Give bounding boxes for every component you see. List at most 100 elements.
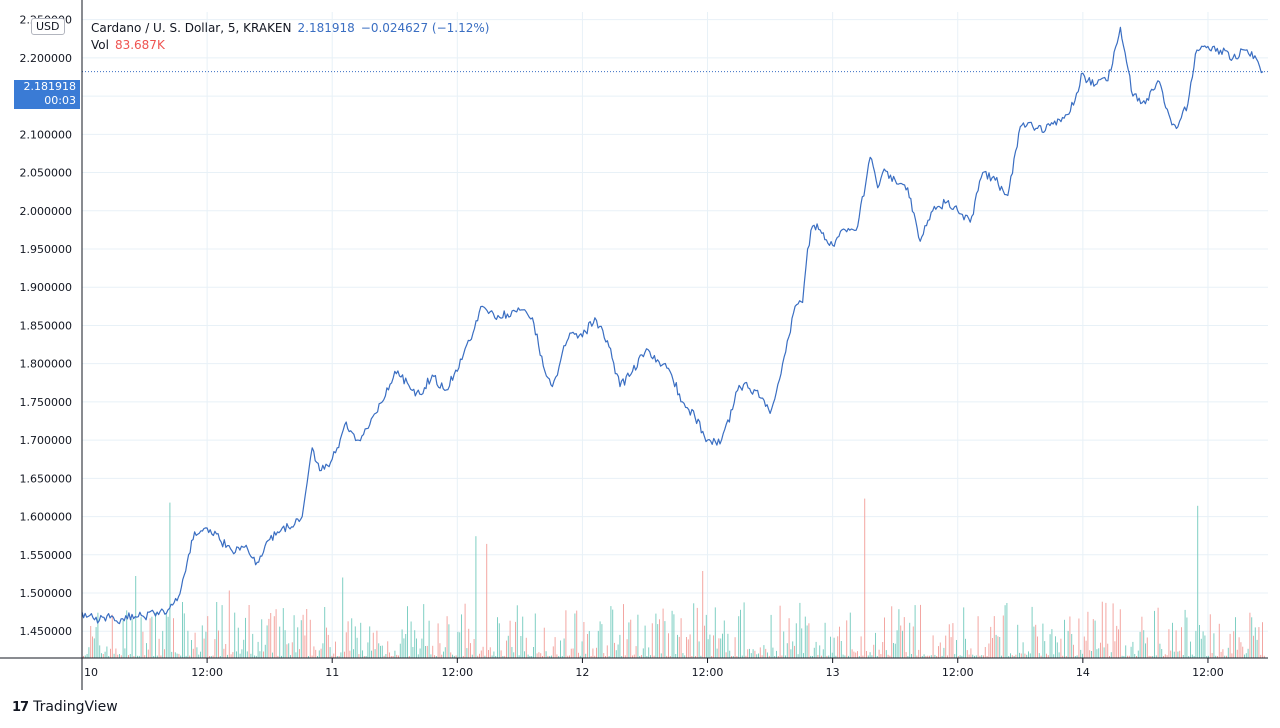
volume-bar	[925, 656, 927, 658]
volume-bar	[839, 626, 840, 658]
volume-bar	[335, 641, 336, 658]
currency-button[interactable]: USD	[31, 18, 65, 35]
volume-bar	[774, 656, 776, 658]
volume-bar	[857, 651, 858, 658]
volume-bar	[1186, 617, 1188, 658]
volume-bar	[835, 655, 837, 658]
volume-bar	[1121, 655, 1123, 658]
volume-bar	[1155, 655, 1157, 658]
volume-bar	[693, 603, 695, 658]
tradingview-logo[interactable]: 17 TradingView	[12, 699, 118, 715]
volume-bar	[223, 648, 225, 658]
volume-bar	[626, 639, 628, 658]
volume-bar	[637, 614, 639, 658]
volume-bar	[239, 653, 241, 658]
volume-bar	[1249, 612, 1251, 658]
volume-bar	[695, 656, 696, 658]
volume-bar	[376, 630, 378, 658]
volume-bar	[880, 654, 882, 658]
volume-bar	[1089, 650, 1091, 658]
volume-bar	[158, 638, 160, 658]
volume-bar	[1006, 603, 1008, 658]
volume-bar	[142, 631, 144, 658]
volume-bar	[473, 639, 475, 658]
volume-bar	[722, 633, 723, 658]
symbol-title[interactable]: Cardano / U. S. Dollar, 5, KRAKEN	[91, 21, 292, 35]
volume-bar	[1026, 654, 1028, 658]
volume-bar	[102, 654, 104, 658]
volume-bar	[464, 603, 466, 658]
volume-bar	[164, 649, 165, 658]
volume-bar	[905, 652, 907, 658]
volume-bar	[993, 616, 995, 658]
volume-bar	[99, 645, 101, 658]
volume-bar	[461, 614, 462, 658]
volume-bar	[882, 642, 884, 658]
volume-bar	[556, 654, 558, 658]
volume-bar	[709, 634, 711, 658]
volume-bar	[887, 654, 889, 658]
volume-bar	[1231, 653, 1233, 658]
volume-bar	[813, 647, 815, 658]
volume-bar	[579, 655, 581, 658]
volume-bar	[569, 655, 570, 658]
volume-bar	[389, 652, 390, 658]
volume-bar	[1191, 654, 1193, 658]
volume-bar	[354, 626, 356, 658]
volume-bar	[720, 638, 722, 658]
volume-bar	[1229, 633, 1231, 658]
volume-bar	[1254, 627, 1256, 658]
volume-bar	[187, 630, 189, 658]
volume-bar	[1172, 622, 1173, 658]
volume-bar	[1078, 618, 1080, 658]
volume-bar	[344, 651, 345, 658]
volume-bar	[1166, 655, 1168, 658]
volume-bar	[999, 637, 1001, 658]
volume-bar	[691, 656, 693, 658]
volume-bar	[1064, 619, 1065, 658]
volume-bar	[1112, 603, 1114, 658]
volume-bar	[1244, 654, 1245, 658]
volume-value: 83.687K	[114, 38, 165, 52]
volume-bar	[428, 620, 430, 658]
volume-label[interactable]: Vol	[91, 38, 109, 52]
volume-bar	[981, 655, 983, 658]
volume-bar	[1042, 623, 1044, 658]
volume-bar	[516, 605, 518, 658]
volume-bar	[515, 621, 516, 658]
x-tick-label: 14	[1076, 666, 1090, 679]
volume-bar	[430, 654, 432, 658]
volume-bar	[1233, 631, 1235, 658]
volume-bar	[246, 651, 248, 658]
volume-bar	[405, 634, 407, 658]
volume-bar	[965, 638, 966, 658]
volume-bar	[718, 638, 720, 658]
volume-bar	[1038, 653, 1040, 658]
volume-bar	[203, 638, 205, 658]
volume-bar	[306, 609, 308, 658]
volume-bar	[524, 651, 525, 658]
volume-bar	[1182, 655, 1184, 658]
volume-bar	[480, 650, 482, 658]
volume-bar	[185, 655, 187, 658]
volume-bar	[538, 652, 540, 658]
volume-bar	[266, 625, 268, 658]
volume-bar	[797, 654, 799, 658]
volume-bar	[948, 624, 950, 658]
volume-bar	[1119, 609, 1121, 658]
volume-bar	[608, 656, 610, 658]
volume-bar	[1152, 656, 1154, 658]
volume-bar	[902, 630, 903, 658]
volume-bar	[140, 617, 142, 658]
volume-bar	[799, 602, 801, 658]
volume-bar	[1260, 654, 1262, 658]
volume-bar	[808, 623, 810, 658]
volume-bar	[794, 645, 795, 658]
chart-axes	[0, 0, 1268, 690]
volume-bar	[191, 640, 192, 658]
volume-bar	[416, 638, 417, 658]
volume-bar	[927, 655, 929, 658]
chart-legend: Cardano / U. S. Dollar, 5, KRAKEN 2.18191…	[91, 20, 489, 54]
volume-bar	[1100, 642, 1101, 658]
